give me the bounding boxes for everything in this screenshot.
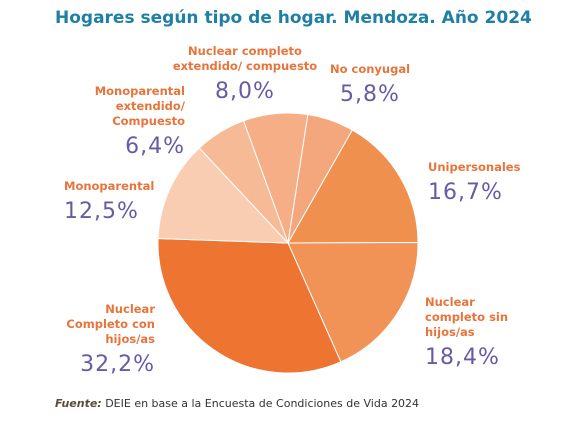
pie-slice [287, 129, 419, 244]
slice-label: Nuclear Completo con hijos/as 32,2% [55, 302, 155, 377]
value-label: 16,7% [428, 180, 503, 205]
category-label: Nuclear completo sin hijos/as [425, 295, 509, 339]
value-label: 6,4% [125, 134, 185, 159]
category-label: Unipersonales [428, 160, 521, 174]
slice-label: Monoparental 12,5% [40, 179, 174, 224]
category-label: Nuclear Completo con hijos/as [66, 302, 155, 346]
category-label: Nuclear completo extendido/ compuesto [172, 44, 318, 73]
pie-slice [157, 147, 290, 244]
category-label: Monoparental extendido/ Compuesto [94, 84, 185, 128]
pie-slice [157, 238, 342, 374]
value-label: 12,5% [64, 199, 139, 224]
value-label: 5,8% [340, 82, 400, 107]
source-label: Fuente: [55, 397, 102, 410]
pie-slice [287, 242, 419, 363]
value-label: 32,2% [80, 352, 155, 377]
slice-label: Nuclear completo extendido/ compuesto 8,0… [170, 44, 320, 104]
value-label: 18,4% [425, 345, 500, 370]
slice-label: No conyugal 5,8% [320, 62, 420, 107]
source-text: DEIE en base a la Encuesta de Condicione… [105, 397, 420, 410]
pie-slice [198, 120, 289, 244]
slice-label: Monoparental extendido/ Compuesto 6,4% [40, 84, 185, 159]
slice-label: Nuclear completo sin hijos/as 18,4% [425, 295, 535, 370]
category-label: Monoparental [64, 179, 155, 193]
value-label: 8,0% [215, 79, 275, 104]
category-label: No conyugal [329, 62, 411, 76]
chart-title: Hogares según tipo de hogar. Mendoza. Añ… [55, 8, 532, 28]
slice-label: Unipersonales 16,7% [428, 160, 548, 205]
source: Fuente: DEIE en base a la Encuesta de Co… [55, 397, 419, 410]
